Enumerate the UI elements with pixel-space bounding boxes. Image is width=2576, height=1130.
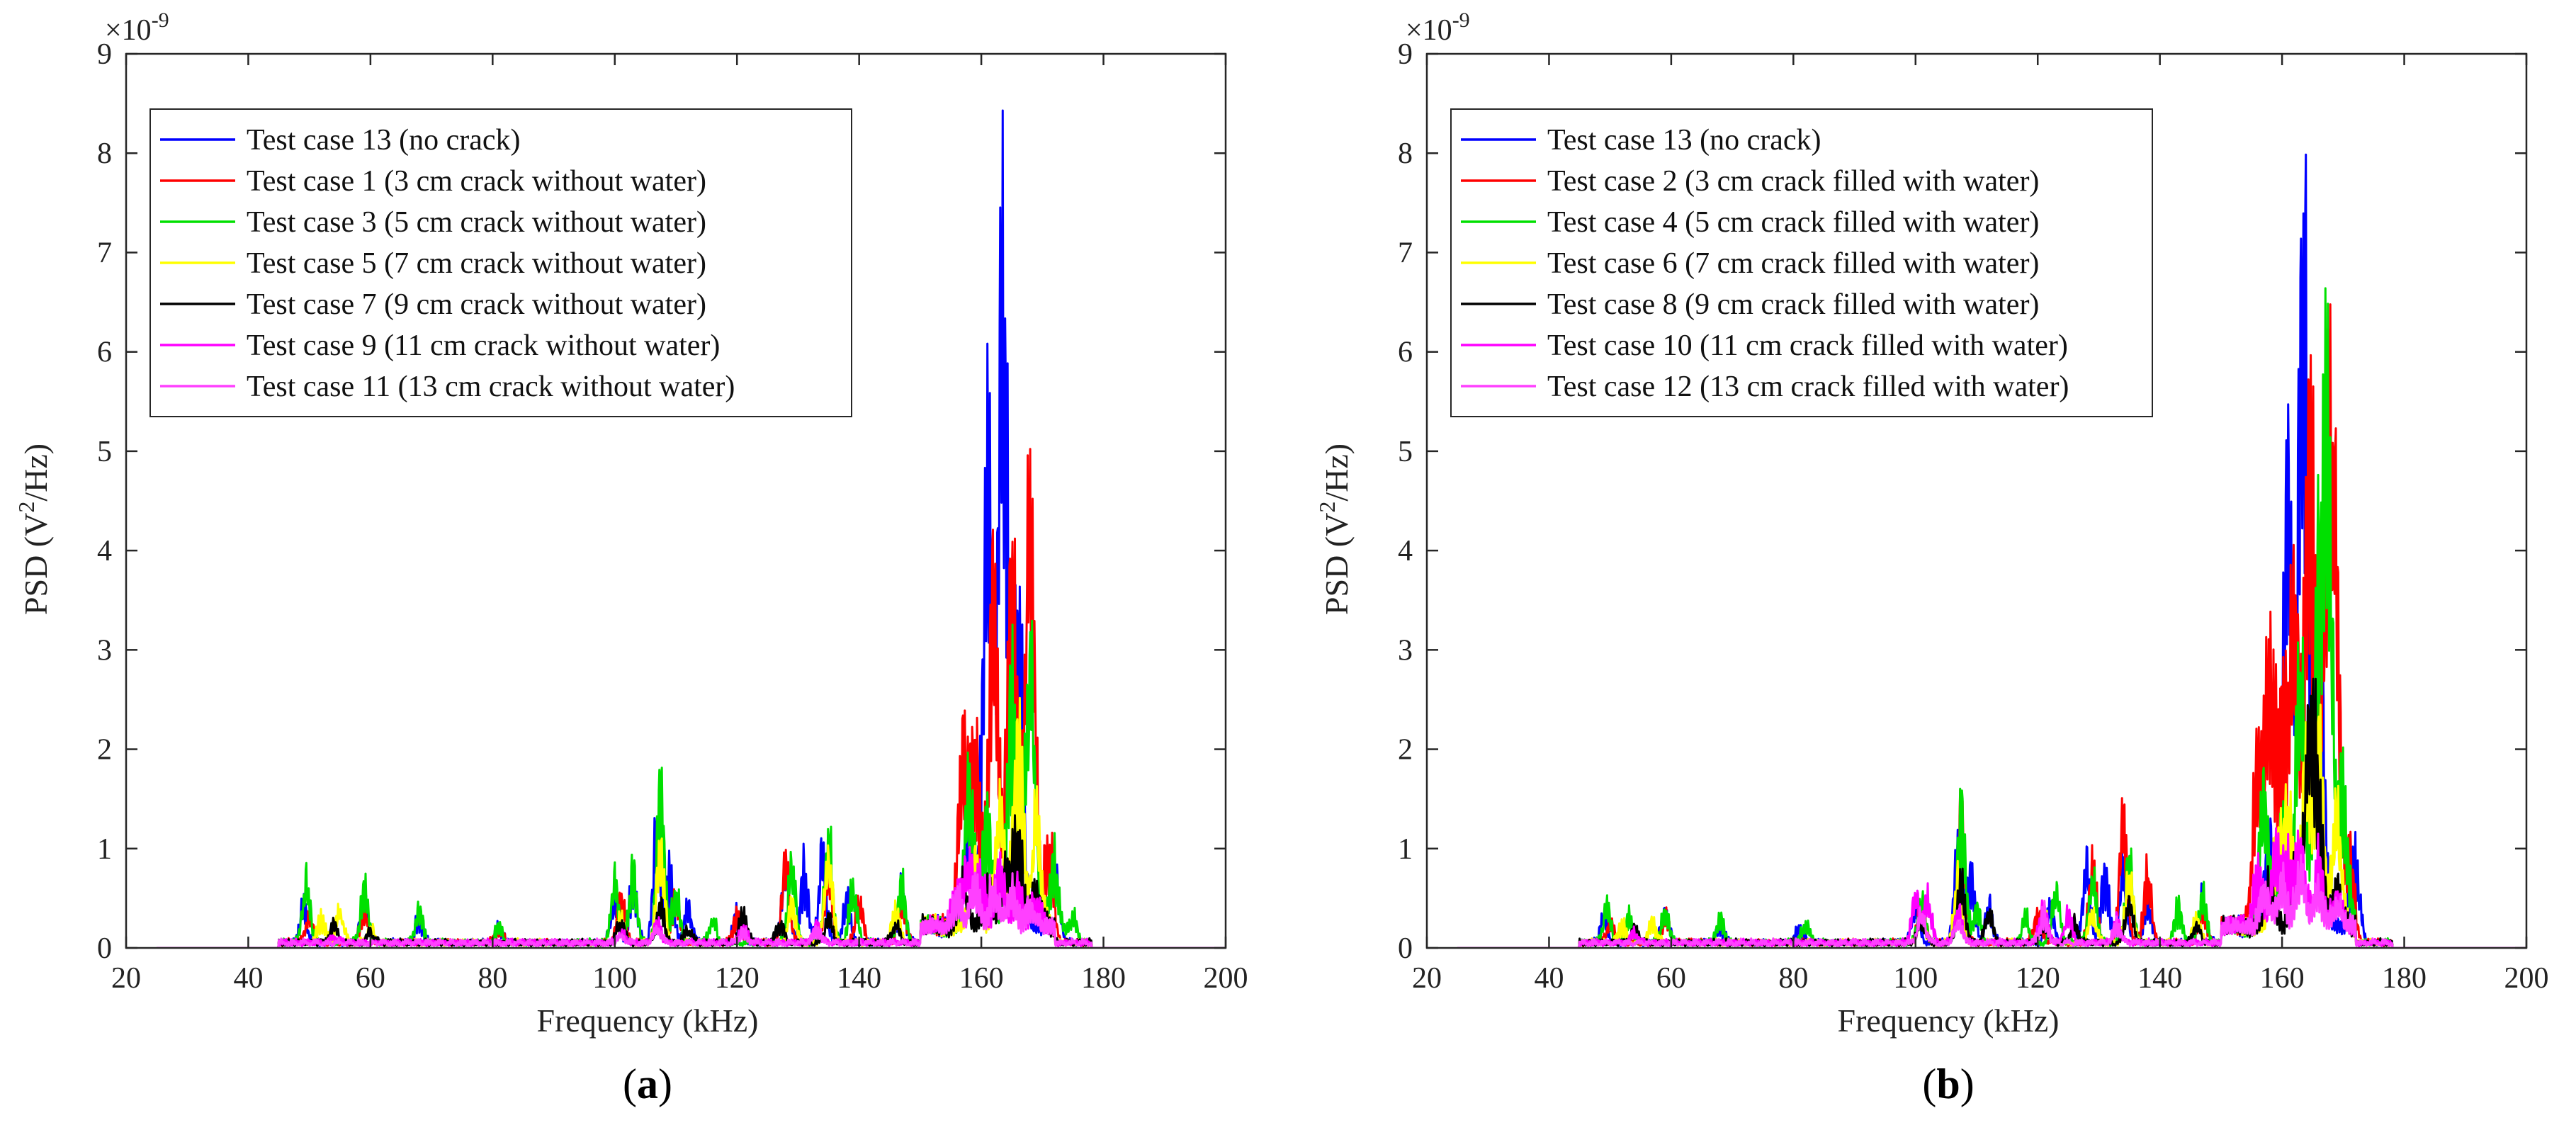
y-tick-label: 4	[97, 535, 112, 567]
legend-label-6: Test case 9 (11 cm crack without water)	[247, 329, 720, 362]
y-tick-label: 3	[1398, 634, 1413, 667]
y-tick-label: 3	[97, 634, 112, 667]
legend-label-2: Test case 2 (3 cm crack filled with wate…	[1547, 165, 2039, 198]
chart-a: 20 40 60 80 100 120 140 160 180 200 0 1 2 3 4 5 6 7 8 9×10-…	[13, 9, 1248, 1107]
legend-label-4: Test case 5 (7 cm crack without water)	[247, 247, 706, 280]
series-line-5	[1457, 677, 2526, 948]
y-exponent-label: ×10-9	[105, 9, 169, 47]
axes-frame	[1425, 52, 2528, 949]
y-tick-label: 2	[97, 734, 112, 767]
x-tick-label: 120	[2016, 962, 2060, 995]
x-tick-label: 160	[2260, 962, 2305, 995]
series-line-7	[1457, 854, 2526, 948]
x-tick-label: 100	[592, 962, 637, 995]
axes-frame	[125, 52, 1227, 949]
x-tick-label: 120	[715, 962, 759, 995]
y-axis-title-sup: 2	[13, 502, 39, 513]
y-tick-label: 7	[1398, 237, 1413, 269]
x-tick-label: 180	[1081, 962, 1126, 995]
y-axis-title: PSD (V2/Hz)	[13, 443, 54, 615]
y-axis-title: PSD (V2/Hz)	[1314, 443, 1355, 615]
x-axis-title: Frequency (kHz)	[1838, 1002, 2060, 1039]
x-tick-label: 20	[111, 962, 141, 995]
legend-label-6: Test case 10 (11 cm crack filled with wa…	[1547, 329, 2068, 362]
legend: Test case 13 (no crack) Test case 2 (3 cm…	[1450, 108, 2153, 417]
y-exponent-sup: -9	[152, 9, 169, 32]
x-tick-label: 80	[478, 962, 507, 995]
x-tick-label: 80	[1778, 962, 1808, 995]
series-line-5	[156, 814, 1226, 948]
panel-label: (b)	[1922, 1061, 1974, 1107]
panel-label: (a)	[623, 1061, 672, 1107]
y-tick-label: 8	[97, 137, 112, 170]
x-tick-label: 140	[837, 962, 881, 995]
y-tick-label: 0	[97, 932, 112, 965]
y-tick-label: 8	[1398, 137, 1413, 170]
y-tick-label: 1	[97, 833, 112, 866]
x-tick-label: 40	[1534, 962, 1564, 995]
y-tick-label: 9	[97, 38, 112, 71]
x-tick-label: 200	[2504, 962, 2549, 995]
panel-letter: a	[637, 1061, 658, 1107]
chart-b: 20 40 60 80 100 120 140 160 180 200 0 1 2 3 4 5 6 7 8 9×10-…	[1314, 9, 2549, 1107]
y-exponent-label: ×10-9	[1406, 9, 1470, 47]
y-tick-label: 4	[1398, 535, 1413, 567]
y-axis-title-tail: /Hz)	[1318, 443, 1355, 502]
y-tick-label: 7	[97, 237, 112, 269]
x-tick-label: 40	[233, 962, 263, 995]
x-tick-label: 180	[2382, 962, 2427, 995]
x-tick-label: 140	[2137, 962, 2182, 995]
series-group	[1457, 153, 2526, 948]
chart-panel-b: 20 40 60 80 100 120 140 160 180 200 0 1 2 3 4 5 6 7 8 9 ×10-…	[1301, 0, 2576, 1130]
legend-label-3: Test case 3 (5 cm crack without water)	[247, 206, 706, 239]
legend-label-5: Test case 8 (9 cm crack filled with wate…	[1547, 288, 2039, 321]
y-axis-title-tail: /Hz)	[18, 443, 54, 502]
y-tick-label: 9	[1398, 38, 1413, 71]
legend-label-4: Test case 6 (7 cm crack filled with wate…	[1547, 247, 2039, 280]
legend-label-2: Test case 1 (3 cm crack without water)	[247, 165, 706, 198]
y-tick-label: 5	[97, 436, 112, 468]
legend-label-1: Test case 13 (no crack)	[247, 124, 521, 157]
y-tick-label: 2	[1398, 734, 1413, 767]
chart-panel-a: 20 40 60 80 100 120 140 160 180 200 0 1 2 3 4 5 6 7 8 9 ×10-…	[0, 0, 1275, 1130]
y-tick-label: 1	[1398, 833, 1413, 866]
y-axis-title-sup: 2	[1314, 502, 1340, 513]
legend-label-1: Test case 13 (no crack)	[1547, 124, 1821, 157]
legend-box	[1450, 108, 2153, 417]
panel-letter: b	[1936, 1061, 1960, 1107]
y-tick-label: 6	[1398, 337, 1413, 369]
legend-label-5: Test case 7 (9 cm crack without water)	[247, 288, 706, 321]
legend: Test case 13 (no crack) Test case 1 (3 cm…	[149, 108, 852, 417]
y-exponent-sup: -9	[1452, 9, 1470, 32]
y-tick-label: 0	[1398, 932, 1413, 965]
x-tick-label: 160	[959, 962, 1004, 995]
x-tick-label: 60	[1656, 962, 1686, 995]
y-tick-label: 5	[1398, 436, 1413, 468]
x-axis-title: Frequency (kHz)	[537, 1002, 759, 1039]
x-tick-label: 20	[1412, 962, 1442, 995]
series-line-7	[156, 871, 1226, 948]
legend-label-3: Test case 4 (5 cm crack filled with wate…	[1547, 206, 2039, 239]
legend-box	[149, 108, 852, 417]
x-tick-label: 200	[1204, 962, 1248, 995]
legend-label-7: Test case 12 (13 cm crack filled with wa…	[1547, 371, 2069, 403]
x-tick-label: 60	[356, 962, 385, 995]
x-tick-label: 100	[1893, 962, 1938, 995]
series-group	[156, 109, 1226, 948]
y-tick-label: 6	[97, 337, 112, 369]
legend-label-7: Test case 11 (13 cm crack without water)	[247, 371, 735, 403]
